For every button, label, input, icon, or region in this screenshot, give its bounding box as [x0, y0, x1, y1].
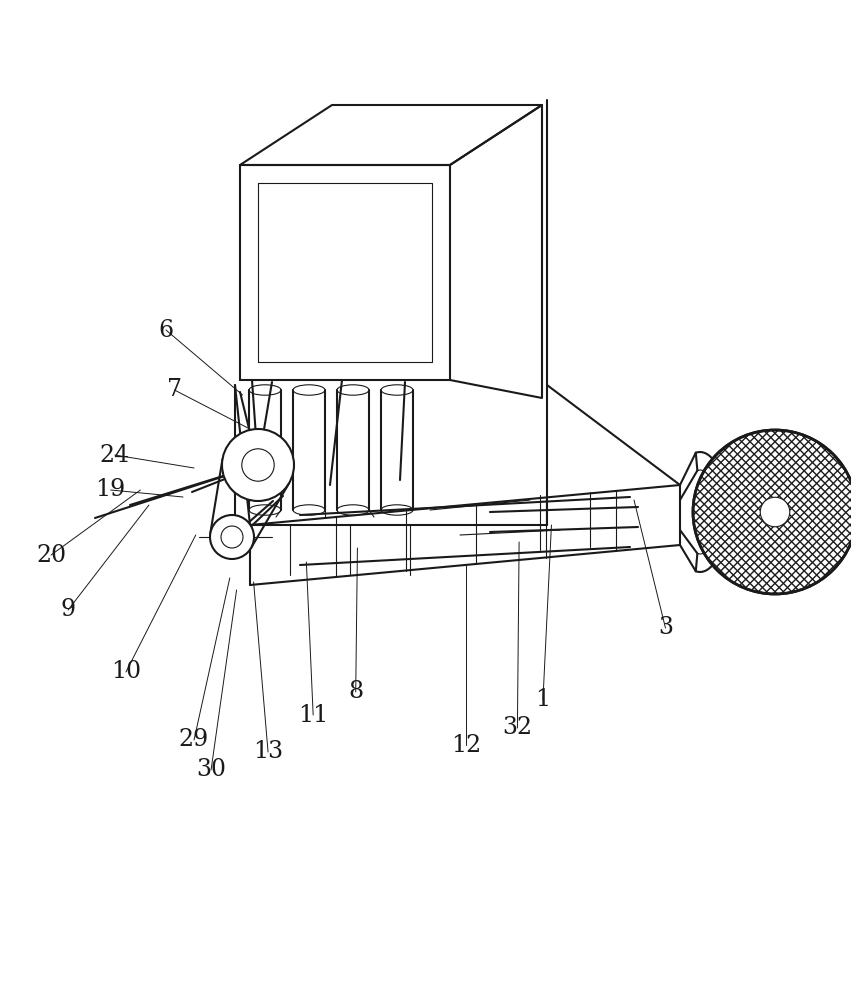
Text: 11: 11 [298, 704, 328, 726]
Circle shape [693, 430, 851, 594]
Text: 13: 13 [253, 740, 283, 764]
Text: 24: 24 [100, 444, 130, 467]
Text: 29: 29 [179, 728, 209, 752]
Text: 7: 7 [167, 378, 182, 401]
Text: 10: 10 [111, 661, 141, 684]
Text: 30: 30 [196, 759, 226, 782]
Text: 19: 19 [95, 479, 126, 502]
Text: 6: 6 [158, 319, 174, 342]
Text: 3: 3 [658, 616, 673, 640]
Circle shape [222, 429, 294, 501]
Text: 9: 9 [60, 598, 76, 621]
Circle shape [760, 497, 790, 527]
Text: 12: 12 [451, 734, 482, 756]
Text: 32: 32 [502, 716, 533, 740]
Text: 20: 20 [36, 544, 66, 566]
Text: 1: 1 [535, 688, 551, 711]
Circle shape [210, 515, 254, 559]
Text: 8: 8 [348, 680, 363, 704]
